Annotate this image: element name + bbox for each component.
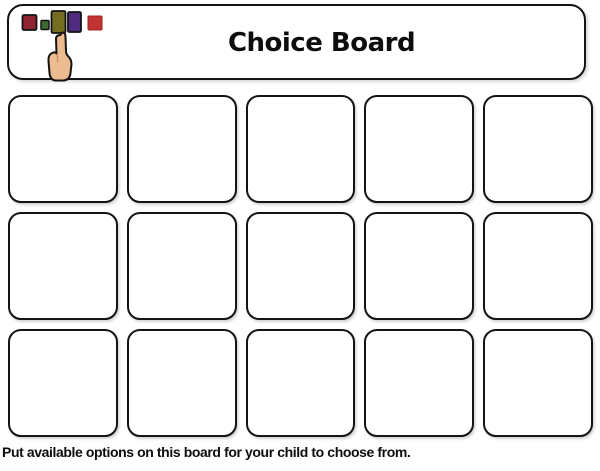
choice-slot — [245, 95, 356, 203]
choice-slot — [126, 329, 237, 437]
choice-slot — [483, 95, 593, 203]
choice-slot — [245, 329, 356, 437]
choice-icon — [9, 6, 111, 82]
choice-slot — [364, 329, 475, 437]
choice-slot — [8, 212, 118, 320]
choice-slot — [126, 212, 237, 320]
pointing-hand-icon — [47, 31, 73, 82]
color-square-icon — [67, 11, 82, 33]
header-bar: Choice Board — [7, 4, 586, 82]
choice-slot — [8, 329, 118, 437]
choice-slot — [483, 329, 593, 437]
page-title: Choice Board — [227, 28, 416, 58]
choice-slot — [126, 95, 237, 203]
footer-instruction: Put available options on this board for … — [2, 444, 411, 460]
hand-pointing-at-choices-icon — [21, 10, 103, 82]
choice-slot — [245, 212, 356, 320]
choice-grid — [8, 95, 593, 437]
color-square-icon — [40, 19, 50, 31]
choice-slot — [364, 95, 475, 203]
color-square-icon — [87, 15, 103, 31]
color-square-icon — [50, 10, 67, 34]
hand-crease-line — [56, 53, 59, 63]
choice-slot — [364, 212, 475, 320]
choice-slot — [483, 212, 593, 320]
color-square-icon — [21, 14, 38, 31]
choice-slot — [8, 95, 118, 203]
